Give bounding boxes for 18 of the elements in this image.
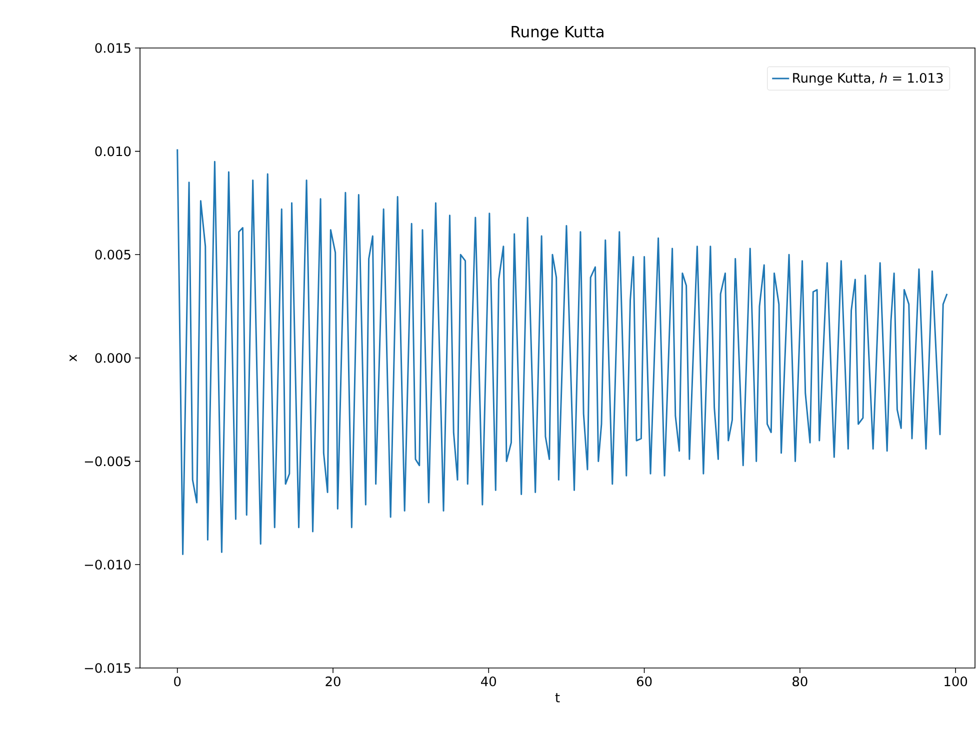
- chart-title: Runge Kutta: [512, 26, 604, 40]
- x-tick-label: 20: [326, 676, 340, 686]
- y-tick-label: 0.010: [95, 146, 131, 156]
- x-tick-label: 100: [944, 676, 968, 686]
- y-axis-title: x: [70, 354, 77, 362]
- line-series: [176, 148, 948, 556]
- legend-label: Runge Kutta, h = 1.013: [793, 72, 943, 86]
- y-tick-label: −0.015: [84, 663, 130, 673]
- x-tick-label: 40: [481, 676, 496, 686]
- y-tick-label: −0.010: [84, 560, 131, 570]
- x-tick-label: 60: [636, 676, 652, 686]
- x-tick-label: 80: [792, 676, 808, 686]
- y-tick-label: 0.015: [95, 43, 130, 53]
- x-axis-title: t: [555, 693, 560, 702]
- y-tick-label: 0.000: [95, 353, 131, 363]
- y-tick-label: −0.005: [84, 456, 130, 466]
- y-tick-label: 0.005: [95, 250, 130, 260]
- x-tick-label: 0: [174, 676, 181, 686]
